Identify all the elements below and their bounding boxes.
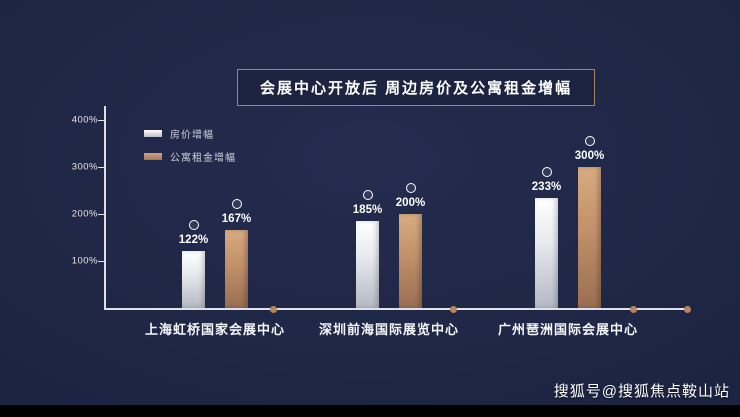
legend-label-rent: 公寓租金增幅 xyxy=(170,153,236,164)
value-badge-icon xyxy=(405,183,416,193)
legend-label-price: 房价增幅 xyxy=(170,130,214,141)
bar-value-label: 122% xyxy=(178,234,209,246)
value-badge-icon xyxy=(188,220,199,230)
y-axis-tick-label: 400% xyxy=(71,114,98,126)
x-axis-line xyxy=(104,308,690,310)
y-axis-tick-label: 300% xyxy=(71,161,98,173)
category-label: 广州琶洲国际会展中心 xyxy=(497,322,639,337)
bar-value-label: 185% xyxy=(352,204,383,216)
value-badge-icon xyxy=(231,199,242,209)
y-axis-tick-label: 100% xyxy=(71,255,98,267)
legend-item-rent: 公寓租金增幅 xyxy=(144,149,236,164)
value-badge-icon xyxy=(362,190,373,200)
legend-swatch-price xyxy=(144,130,162,137)
y-axis-tick-mark xyxy=(98,261,104,262)
bar-value-label: 167% xyxy=(221,213,252,225)
price-bar xyxy=(182,251,205,308)
value-badge-icon xyxy=(541,167,552,177)
price-bar xyxy=(356,221,379,308)
y-axis-tick-label: 200% xyxy=(71,208,98,220)
y-axis-line xyxy=(104,106,106,310)
axis-dot-icon xyxy=(684,306,691,313)
legend-swatch-rent xyxy=(144,153,162,160)
value-badge-icon xyxy=(584,136,595,146)
bar-value-label: 300% xyxy=(574,150,605,162)
y-axis-tick-mark xyxy=(98,214,104,215)
bar-value-label: 233% xyxy=(531,181,562,193)
price-bar xyxy=(535,198,558,308)
category-label: 深圳前海国际展览中心 xyxy=(318,322,460,337)
rent-bar xyxy=(225,230,248,308)
chart-title: 会展中心开放后 周边房价及公寓租金增幅 xyxy=(237,69,596,106)
chart-legend: 房价增幅 公寓租金增幅 xyxy=(144,126,236,172)
bottom-black-bar xyxy=(0,405,740,417)
rent-bar xyxy=(578,167,601,308)
category-label: 上海虹桥国家会展中心 xyxy=(144,322,286,337)
y-axis-tick-mark xyxy=(98,167,104,168)
y-axis-tick-mark xyxy=(98,120,104,121)
bar-value-label: 200% xyxy=(395,197,426,209)
axis-dot-icon xyxy=(630,306,637,313)
rent-bar xyxy=(399,214,422,308)
legend-item-price: 房价增幅 xyxy=(144,126,236,141)
axis-dot-icon xyxy=(270,306,277,313)
watermark-text: 搜狐号@搜狐焦点鞍山站 xyxy=(553,383,730,400)
axis-dot-icon xyxy=(450,306,457,313)
